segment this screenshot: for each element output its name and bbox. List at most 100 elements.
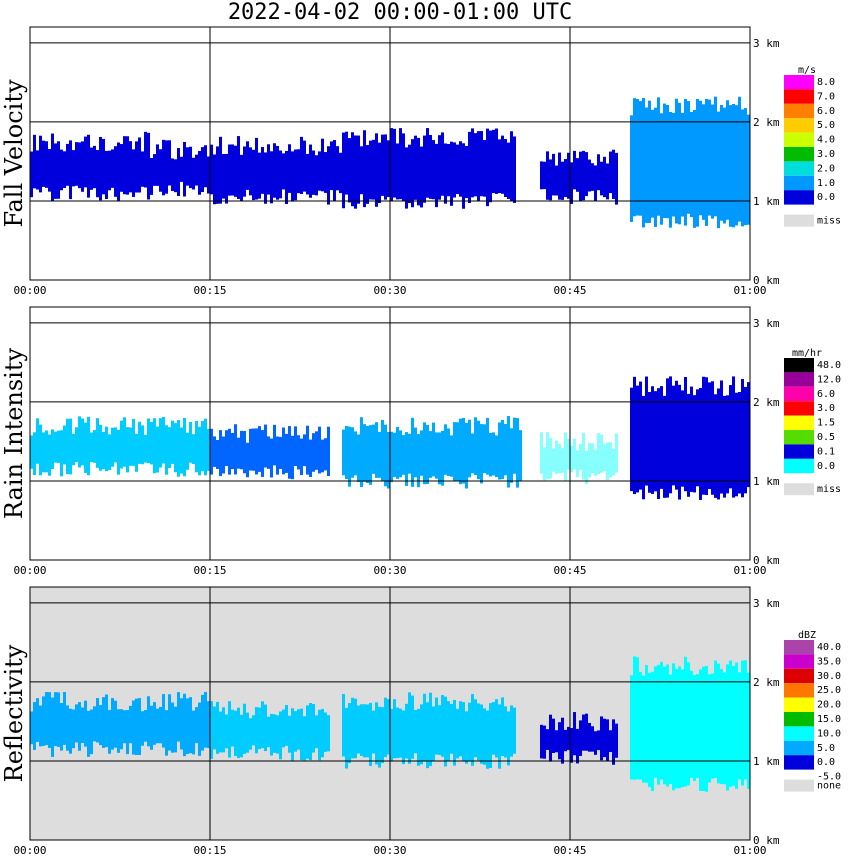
echo-column (267, 716, 270, 748)
echo-column (648, 392, 651, 493)
echo-column (705, 665, 708, 792)
echo-column (612, 449, 615, 476)
echo-column (363, 130, 366, 208)
colorbar-swatch (784, 147, 814, 162)
echo-column (276, 145, 279, 200)
echo-column (744, 386, 747, 494)
echo-column (477, 131, 480, 201)
echo-column (429, 135, 432, 199)
echo-column (339, 152, 342, 194)
echo-column (327, 146, 330, 205)
echo-column (630, 675, 633, 780)
echo-column (282, 153, 285, 190)
echo-column (90, 432, 93, 463)
echo-column (585, 713, 588, 751)
panel-0: 00:00 00:15 00:30 00:45 01:000 km 1 km 2 km 3 k… (0, 26, 841, 297)
echo-column (75, 142, 78, 186)
echo-column (684, 376, 687, 492)
colorbar-swatch (784, 697, 814, 712)
echo-column (609, 442, 612, 478)
y-tick-label: 0 km (753, 274, 780, 287)
echo-column (459, 701, 462, 757)
colorbar-swatch (784, 712, 814, 727)
echo-column (105, 150, 108, 200)
echo-column (225, 153, 228, 204)
echo-column (237, 707, 240, 759)
echo-column (177, 420, 180, 477)
echo-column (144, 710, 147, 742)
echo-column (42, 432, 45, 473)
echo-column (285, 150, 288, 205)
echo-column (351, 697, 354, 759)
x-tick-label: 00:15 (193, 284, 226, 297)
echo-column (195, 420, 198, 473)
echo-column (540, 161, 543, 190)
echo-column (573, 438, 576, 470)
echo-column (366, 704, 369, 758)
echo-column (477, 420, 480, 480)
echo-column (612, 719, 615, 765)
echo-column (99, 424, 102, 471)
echo-column (228, 701, 231, 758)
echo-column (213, 436, 216, 467)
echo-column (141, 425, 144, 465)
echo-column (48, 434, 51, 476)
echo-column (81, 141, 84, 192)
echo-column (270, 713, 273, 756)
echo-column (240, 430, 243, 470)
echo-column (636, 657, 639, 780)
echo-column (96, 418, 99, 468)
echo-column (564, 159, 567, 198)
echo-column (378, 431, 381, 478)
echo-column (294, 426, 297, 467)
echo-column (132, 418, 135, 466)
echo-column (747, 672, 750, 789)
echo-column (279, 150, 282, 199)
echo-column (480, 131, 483, 197)
echo-column (192, 710, 195, 755)
echo-column (276, 436, 279, 475)
echo-column (63, 692, 66, 745)
echo-column (324, 712, 327, 752)
echo-column (129, 705, 132, 744)
colorbar-level: 2.0 (817, 163, 835, 174)
echo-column (306, 153, 309, 195)
colorbar-swatch (784, 161, 814, 176)
echo-column (480, 704, 483, 764)
echo-column (645, 107, 648, 223)
echo-column (177, 147, 180, 197)
echo-column (672, 112, 675, 217)
echo-column (81, 418, 84, 466)
colorbar-swatch (784, 190, 814, 205)
echo-column (600, 161, 603, 196)
echo-column (228, 144, 231, 196)
echo-column (201, 694, 204, 751)
echo-column (153, 154, 156, 186)
echo-column (591, 443, 594, 474)
echo-column (357, 434, 360, 482)
echo-column (423, 135, 426, 203)
echo-column (573, 150, 576, 190)
echo-column (450, 435, 453, 477)
echo-column (186, 147, 189, 186)
echo-column (591, 163, 594, 191)
echo-column (396, 143, 399, 200)
colorbar-level: 0.1 (817, 446, 835, 457)
echo-column (165, 425, 168, 475)
echo-column (108, 434, 111, 471)
colorbar-unit: mm/hr (792, 348, 822, 359)
y-tick-label: 3 km (753, 597, 780, 610)
echo-column (273, 714, 276, 753)
echo-column (243, 146, 246, 197)
echo-column (660, 661, 663, 780)
y-axis-label: Reflectivity (0, 644, 28, 782)
echo-column (237, 437, 240, 469)
colorbar-swatch (784, 444, 814, 459)
echo-column (252, 428, 255, 471)
echo-column (498, 422, 501, 480)
echo-column (471, 128, 474, 198)
echo-column (231, 432, 234, 470)
colorbar-level: 0.0 (817, 461, 835, 472)
echo-column (288, 426, 291, 479)
echo-column (222, 153, 225, 199)
